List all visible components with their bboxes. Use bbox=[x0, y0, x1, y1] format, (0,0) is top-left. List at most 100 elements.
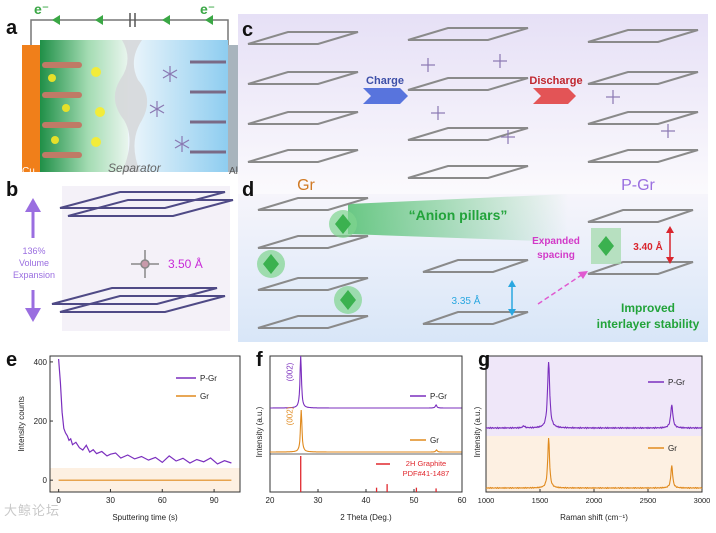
arrow-left-icon bbox=[162, 15, 170, 25]
battery-schematic: e⁻ e⁻ Separator Cu Al bbox=[22, 1, 240, 177]
series-line-p-gr bbox=[485, 361, 703, 430]
expansion-line2: Expansion bbox=[13, 270, 55, 280]
chart-e: 0 30 60 90 0 200 400 P-Gr Gr Sputtering time (s) I… bbox=[17, 355, 241, 522]
panel-label-g: g bbox=[478, 349, 491, 371]
electron-left-label: e⁻ bbox=[34, 1, 49, 17]
y-tick-label: 0 bbox=[43, 476, 48, 485]
plot-frame bbox=[49, 355, 241, 493]
x-tick-label: 40 bbox=[362, 496, 371, 505]
charge-schematic: Charge Discharge Gr P-Gr bbox=[238, 14, 708, 194]
x-tick-label: 60 bbox=[158, 496, 167, 505]
residual-anion-icons bbox=[606, 90, 675, 138]
expanded-arrow bbox=[537, 273, 584, 305]
x-tick-label: 50 bbox=[410, 496, 419, 505]
peak-label: (002) bbox=[286, 406, 295, 425]
series-line-gr bbox=[485, 437, 703, 490]
arrow-down-icon bbox=[25, 308, 41, 322]
x-axis-label: Sputtering time (s) bbox=[112, 513, 178, 522]
x-tick-label: 30 bbox=[106, 496, 115, 505]
arrow-up-icon bbox=[25, 198, 41, 212]
x-tick-label: 90 bbox=[210, 496, 219, 505]
legend-label: P-Gr bbox=[668, 378, 685, 387]
panel-label-d: d bbox=[242, 179, 255, 201]
anode-graphite bbox=[42, 62, 105, 158]
reference-label-1: 2H Graphite bbox=[406, 459, 446, 468]
panel-label-c: c bbox=[242, 19, 254, 41]
pillar-icon bbox=[598, 236, 614, 256]
x-tick-label: 30 bbox=[314, 496, 323, 505]
spacing-small-label: 3.35 Å bbox=[452, 294, 481, 307]
expanded-pair bbox=[587, 209, 694, 275]
y-tick-label: 400 bbox=[34, 358, 48, 367]
anion-icons bbox=[421, 54, 515, 144]
panel-label-a: a bbox=[6, 17, 18, 39]
legend-label: Gr bbox=[668, 444, 677, 453]
electron-right-label: e⁻ bbox=[200, 1, 215, 17]
y-tick-label: 200 bbox=[34, 417, 48, 426]
anion-icons bbox=[149, 66, 190, 152]
legend-label: P-Gr bbox=[200, 374, 217, 383]
panel-a: a bbox=[0, 0, 245, 178]
spacing-large-label: 3.40 Å bbox=[633, 240, 662, 253]
pillar-schematic: “Anion pillars” 3.35 Å Expanded spacing … bbox=[238, 194, 708, 342]
panel-f: f 20 30 40 50 60 P-Gr (002) Gr (002) 2H Graphite P… bbox=[250, 342, 472, 528]
anion-icon bbox=[131, 250, 159, 278]
arrow-left-icon bbox=[52, 15, 60, 25]
expanded-line1: Expanded bbox=[532, 236, 580, 247]
pgr-band bbox=[486, 356, 702, 436]
x-tick-label: 2000 bbox=[586, 496, 603, 505]
charge-arrow-icon bbox=[363, 88, 408, 104]
panel-g: g 1000 1500 2000 2500 3000 P-Gr Gr Raman shift … bbox=[472, 342, 716, 528]
expansion-schematic: 136% Volume Expansion 3.50 Å bbox=[8, 186, 234, 331]
discharge-label: Discharge bbox=[529, 75, 582, 87]
arrow-left-icon bbox=[205, 15, 213, 25]
x-axis-label: 2 Theta (Deg.) bbox=[340, 513, 392, 522]
legend-label: Gr bbox=[200, 392, 209, 401]
x-tick-label: 60 bbox=[458, 496, 467, 505]
y-axis-label: Intensity (a.u.) bbox=[473, 406, 482, 457]
panel-e: e 0 30 60 90 0 200 400 P-Gr Gr Sputtering time (s… bbox=[0, 342, 250, 528]
separator-shape bbox=[114, 40, 148, 172]
expansion-pct: 136% bbox=[22, 246, 45, 256]
x-tick-label: 20 bbox=[266, 496, 275, 505]
expanded-line2: spacing bbox=[537, 250, 575, 261]
al-label: Al bbox=[229, 166, 238, 177]
green-pillar-icons bbox=[257, 210, 362, 314]
watermark: 大鲸论坛 bbox=[4, 504, 61, 519]
panel-b: b 136% Volume Expansion 3.50 Å bbox=[0, 178, 245, 338]
cu-collector bbox=[22, 45, 40, 172]
improved-line2: interlayer stability bbox=[597, 317, 700, 331]
x-tick-label: 0 bbox=[56, 496, 61, 505]
x-tick-label: 1000 bbox=[478, 496, 495, 505]
panel-label-b: b bbox=[6, 179, 19, 201]
spacing-label: 3.50 Å bbox=[168, 256, 203, 271]
chart-g: 1000 1500 2000 2500 3000 P-Gr Gr Raman shift (c… bbox=[473, 355, 711, 522]
pillar-beam bbox=[348, 194, 568, 242]
separator-label: Separator bbox=[108, 161, 162, 175]
graphene-sheet-top bbox=[59, 191, 234, 217]
charge-label: Charge bbox=[366, 75, 404, 87]
y-axis-label: Intensity counts bbox=[17, 396, 26, 452]
x-tick-label: 1500 bbox=[532, 496, 549, 505]
gr-pair bbox=[422, 259, 529, 325]
pgr-stack bbox=[587, 29, 699, 163]
panel-d: d bbox=[238, 180, 708, 342]
panel-label-e: e bbox=[6, 349, 18, 371]
panel-c: c bbox=[238, 14, 708, 194]
discharge-arrow-icon bbox=[533, 88, 576, 104]
gr-stack bbox=[247, 31, 359, 163]
gr-band bbox=[486, 436, 702, 492]
gr-label: Gr bbox=[297, 177, 315, 194]
graphene-sheet-bottom bbox=[51, 287, 226, 313]
expansion-line1: Volume bbox=[19, 258, 49, 268]
cu-label: Cu bbox=[22, 166, 35, 177]
peak-label: (002) bbox=[286, 362, 295, 381]
improved-line1: Improved bbox=[621, 301, 675, 315]
intercalated-stack bbox=[407, 27, 529, 179]
series-line-p-gr bbox=[58, 358, 232, 465]
x-tick-label: 3000 bbox=[694, 496, 711, 505]
reference-label-2: PDF#41-1487 bbox=[403, 469, 450, 478]
series-line-gr bbox=[270, 409, 462, 453]
y-axis-label: Intensity (a.u.) bbox=[255, 406, 264, 457]
x-axis-label: Raman shift (cm⁻¹) bbox=[560, 513, 628, 522]
